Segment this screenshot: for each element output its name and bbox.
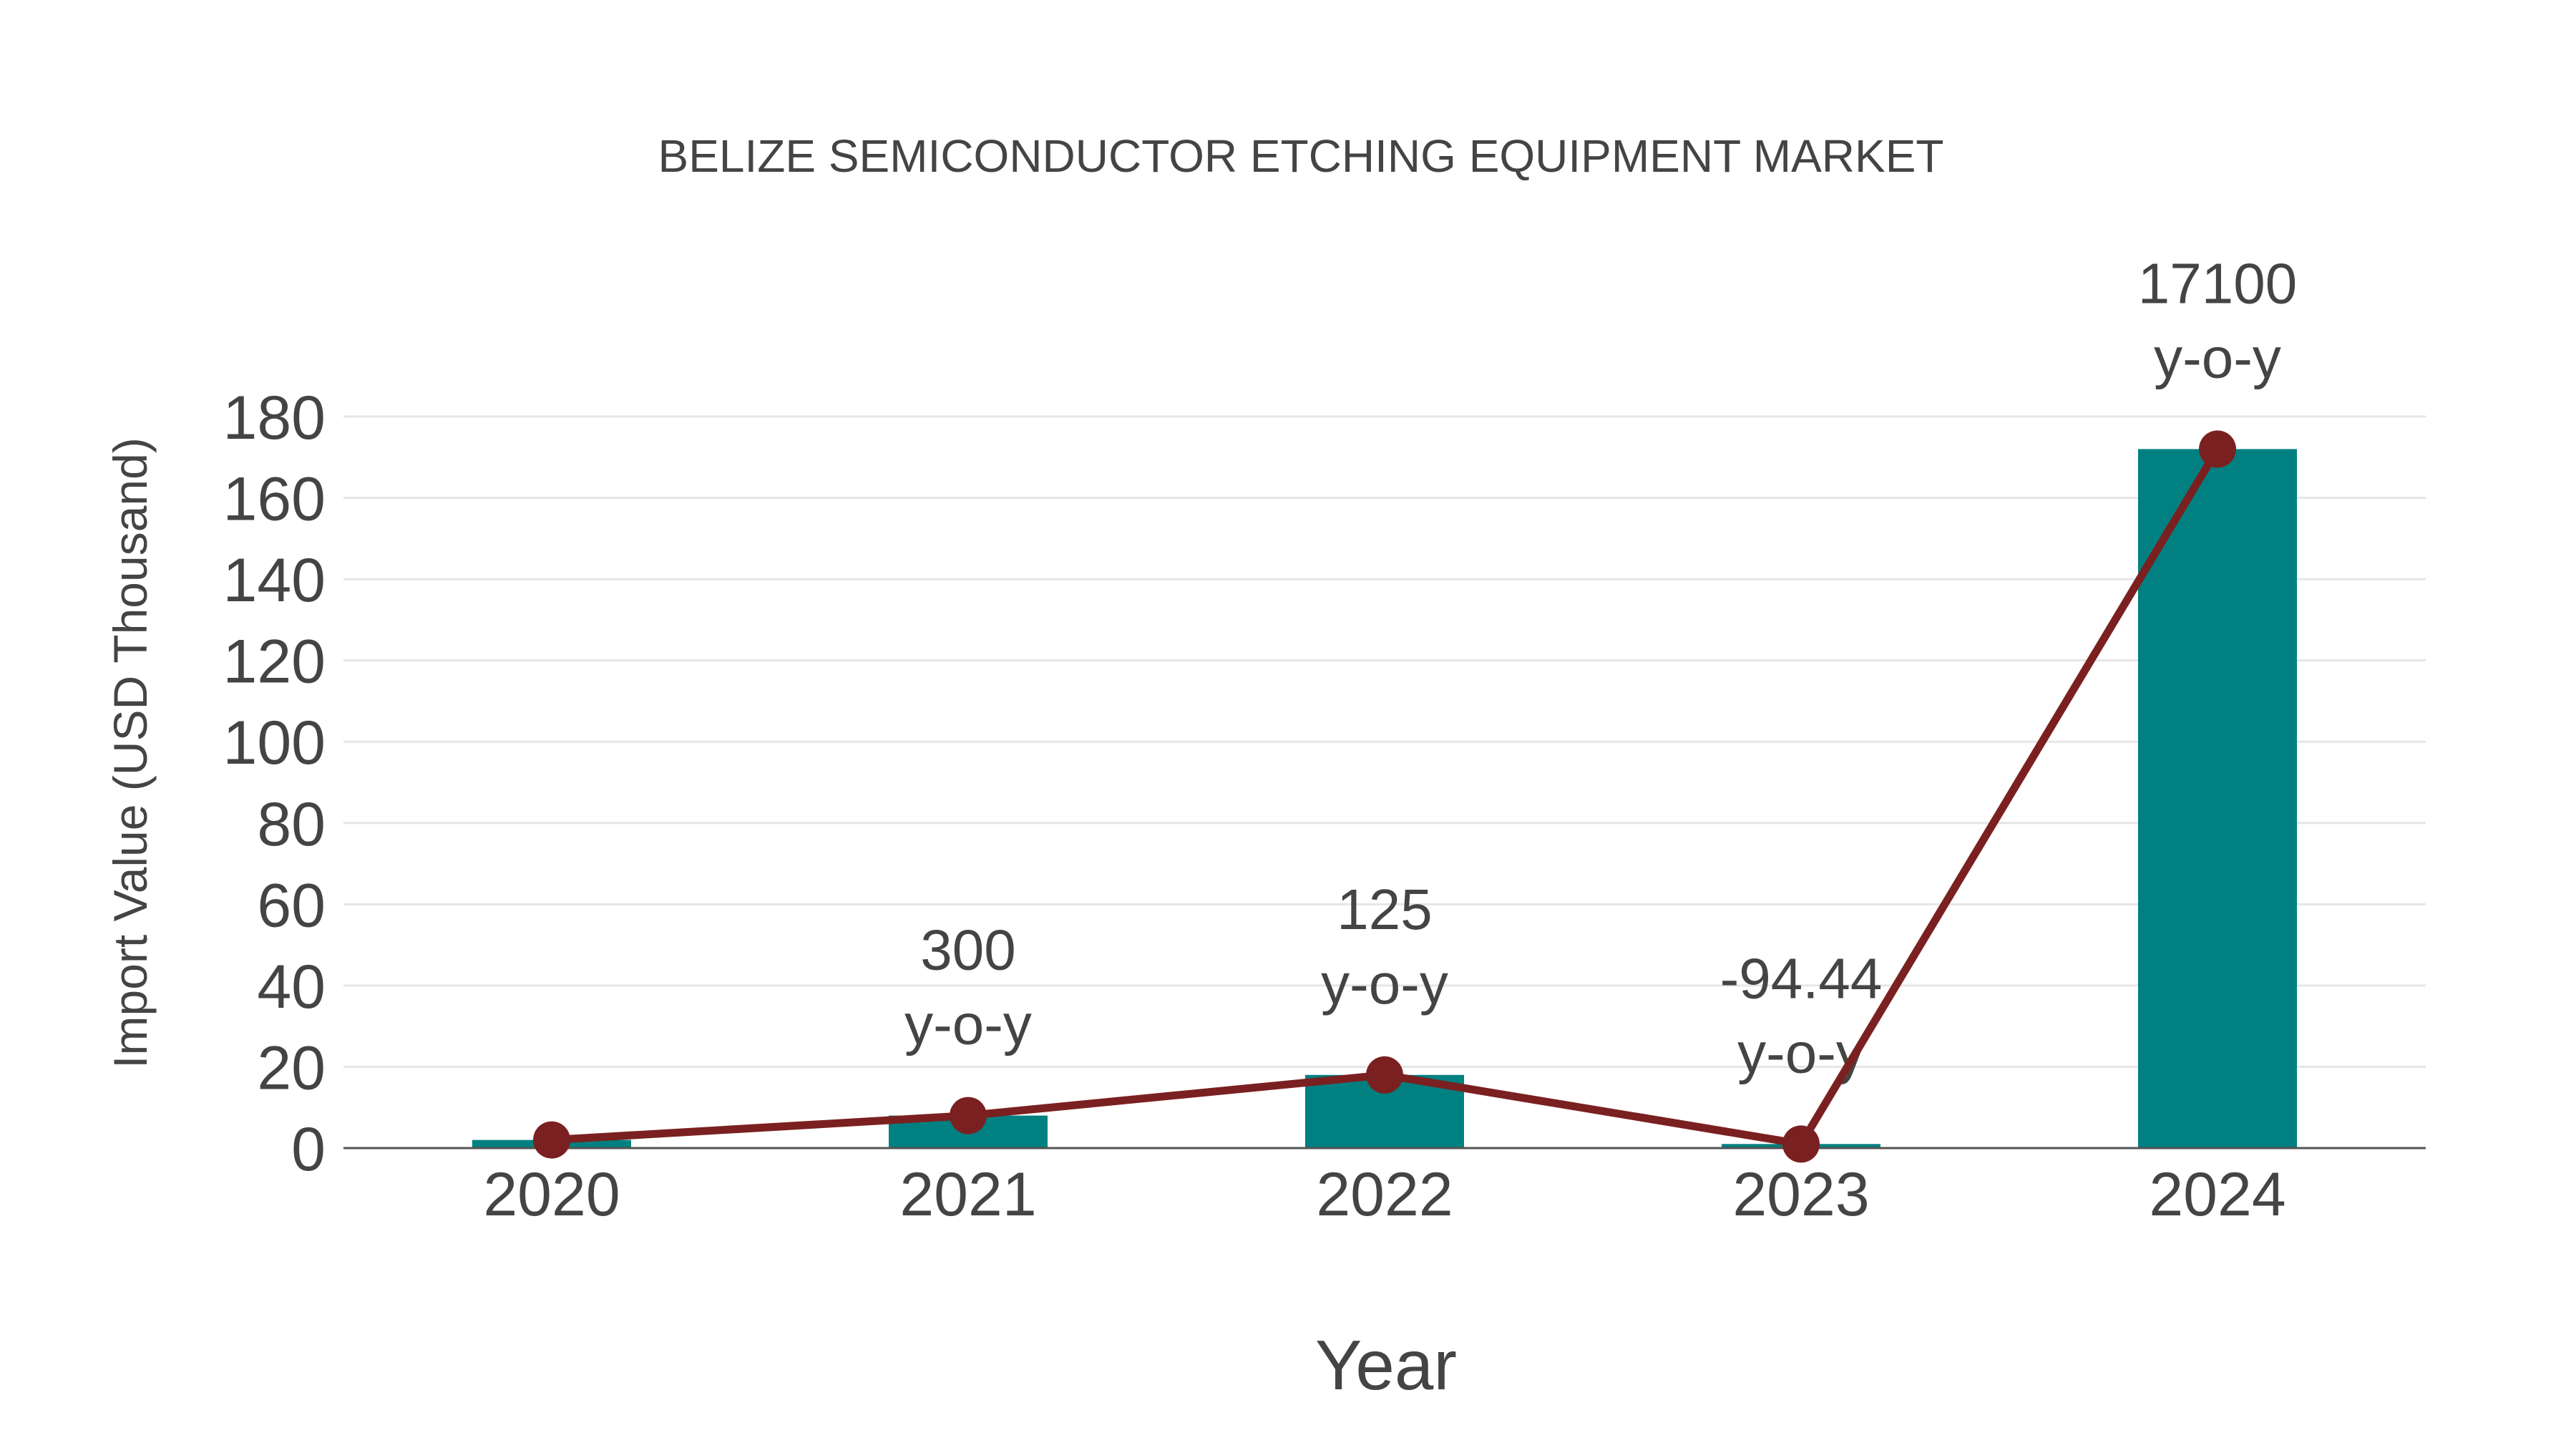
yoy-label-2022: y-o-y (1321, 952, 1448, 1016)
y-tick-label: 40 (257, 953, 326, 1021)
y-tick-label: 80 (257, 790, 326, 859)
chart-title: BELIZE SEMICONDUCTOR ETCHING EQUIPMENT M… (658, 130, 1944, 182)
y-tick-label: 160 (223, 465, 326, 534)
y-tick-label: 0 (291, 1115, 326, 1184)
gridlines (343, 415, 2426, 1068)
marker-2023 (1782, 1125, 1820, 1163)
y-tick-label: 100 (223, 709, 326, 777)
y-tick-label: 60 (257, 871, 326, 940)
y-tick-label: 180 (223, 384, 326, 452)
x-tick-label: 2022 (1316, 1160, 1453, 1229)
yoy-value-2021: 300 (920, 918, 1015, 982)
x-tick-label: 2024 (2149, 1160, 2285, 1229)
x-tick-label: 2020 (483, 1160, 620, 1229)
y-axis-ticks: 0 20 40 60 80 100 120 140 160 180 (223, 384, 326, 1184)
y-tick-label: 20 (257, 1034, 326, 1102)
x-axis-ticks: 2020 2021 2022 2023 2024 (483, 1160, 2285, 1229)
x-axis-title: Year (1315, 1326, 1457, 1404)
marker-2022 (1366, 1056, 1403, 1094)
yoy-label-2024: y-o-y (2154, 326, 2281, 389)
marker-2024 (2199, 430, 2236, 468)
line-series (533, 430, 2236, 1163)
y-tick-label: 120 (223, 628, 326, 696)
marker-2020 (533, 1121, 570, 1159)
y-axis-title: Import Value (USD Thousand) (104, 437, 157, 1069)
trend-line (551, 447, 2221, 1148)
yoy-value-2022: 125 (1337, 878, 1432, 941)
yoy-value-2024: 17100 (2138, 251, 2297, 315)
bar-2024 (2138, 449, 2297, 1148)
x-tick-label: 2021 (899, 1160, 1036, 1229)
bar-series (472, 449, 2297, 1148)
x-tick-label: 2023 (1732, 1160, 1869, 1229)
y-tick-label: 140 (223, 546, 326, 615)
yoy-label-2021: y-o-y (904, 993, 1032, 1056)
yoy-value-2023: -94.44 (1720, 946, 1883, 1010)
marker-2021 (950, 1097, 987, 1134)
